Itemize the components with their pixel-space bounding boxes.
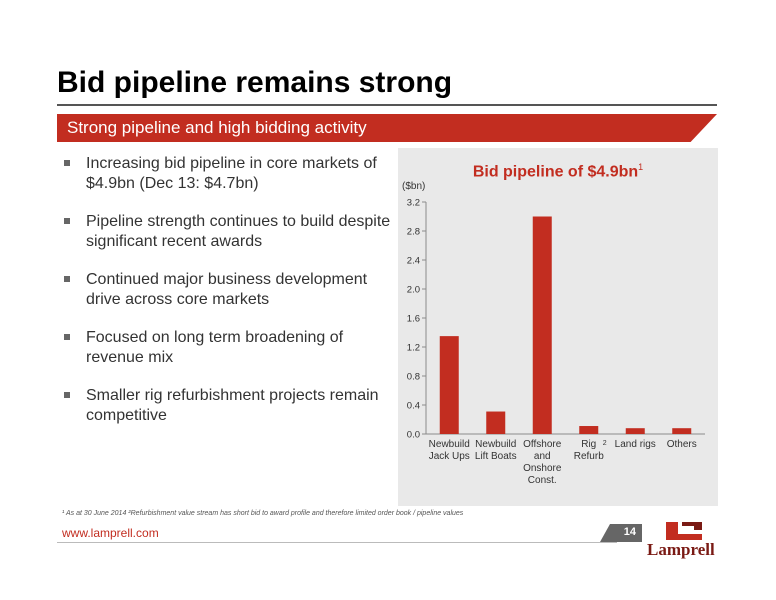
bar	[532, 216, 552, 434]
bullet-item: Smaller rig refurbishment projects remai…	[62, 386, 392, 426]
x-tick-label: Onshore	[523, 463, 562, 474]
square-bullet-icon	[64, 218, 70, 224]
y-tick-label: 2.8	[407, 227, 420, 238]
square-bullet-icon	[64, 392, 70, 398]
bar	[439, 336, 459, 434]
chart-panel: Bid pipeline of $4.9bn1 ($bn) 0.0 0.4 0.8 1.…	[398, 148, 718, 506]
footer-rule	[57, 542, 617, 543]
subtitle-banner: Strong pipeline and high bidding activit…	[57, 114, 717, 142]
x-tick-label: Newbuild	[429, 439, 470, 450]
bar	[672, 428, 692, 434]
y-tick-label: 1.6	[407, 314, 420, 325]
bullet-item: Increasing bid pipeline in core markets …	[62, 154, 392, 194]
title-divider	[57, 104, 717, 106]
chart-title-footnote-marker: 1	[638, 162, 644, 172]
chart-title: Bid pipeline of $4.9bn1	[398, 162, 718, 181]
website-link[interactable]: www.lamprell.com	[62, 526, 159, 540]
y-tick-label: 3.2	[407, 198, 420, 209]
square-bullet-icon	[64, 334, 70, 340]
bullet-text: Increasing bid pipeline in core markets …	[86, 155, 377, 192]
bullet-item: Pipeline strength continues to build des…	[62, 212, 392, 252]
bullet-text: Focused on long term broadening of reven…	[86, 329, 344, 366]
x-tick-label: Refurb	[574, 451, 604, 462]
page-number: 14	[623, 526, 636, 538]
bar	[579, 426, 599, 434]
bullet-item: Continued major business development dri…	[62, 270, 392, 310]
bar-chart: ($bn) 0.0 0.4 0.8 1.2 1.6 2.0 2.4 2.8 3.2 Newbuild…	[402, 181, 705, 486]
bar	[625, 428, 645, 434]
x-tick-label: Lift Boats	[475, 451, 517, 462]
x-tick-label: Offshore	[523, 439, 562, 450]
x-tick-label: Others	[667, 439, 697, 450]
x-tick-label: Const.	[528, 475, 557, 486]
bullet-item: Focused on long term broadening of reven…	[62, 328, 392, 368]
subtitle-text: Strong pipeline and high bidding activit…	[67, 118, 367, 137]
bullet-list: Increasing bid pipeline in core markets …	[62, 154, 392, 444]
logo-text: Lamprell	[647, 540, 715, 559]
square-bullet-icon	[64, 160, 70, 166]
x-tick-footnote-marker: 2	[603, 440, 607, 447]
y-tick-label: 2.0	[407, 285, 420, 296]
square-bullet-icon	[64, 276, 70, 282]
y-axis-label: ($bn)	[402, 181, 425, 192]
bullet-text: Smaller rig refurbishment projects remai…	[86, 387, 379, 424]
y-tick-label: 1.2	[407, 343, 420, 354]
x-tick-label: Jack Ups	[429, 451, 470, 462]
x-tick-label: Land rigs	[615, 439, 656, 450]
bar	[486, 411, 506, 434]
y-tick-label: 2.4	[407, 256, 420, 267]
y-tick-label: 0.8	[407, 372, 420, 383]
lamprell-logo-icon	[666, 522, 702, 540]
x-tick-label: and	[534, 451, 551, 462]
footnote: ¹ As at 30 June 2014 ²Refurbishment valu…	[62, 510, 464, 517]
page-title: Bid pipeline remains strong	[57, 66, 453, 99]
x-tick-label: Newbuild	[475, 439, 516, 450]
bullet-text: Continued major business development dri…	[86, 271, 368, 308]
chart-title-text: Bid pipeline of $4.9bn	[472, 163, 639, 181]
bullet-text: Pipeline strength continues to build des…	[86, 213, 391, 250]
y-tick-label: 0.0	[407, 430, 420, 441]
x-tick-label: Rig	[581, 439, 596, 450]
page-number-tab: 14	[600, 524, 642, 542]
y-tick-label: 0.4	[407, 401, 420, 412]
